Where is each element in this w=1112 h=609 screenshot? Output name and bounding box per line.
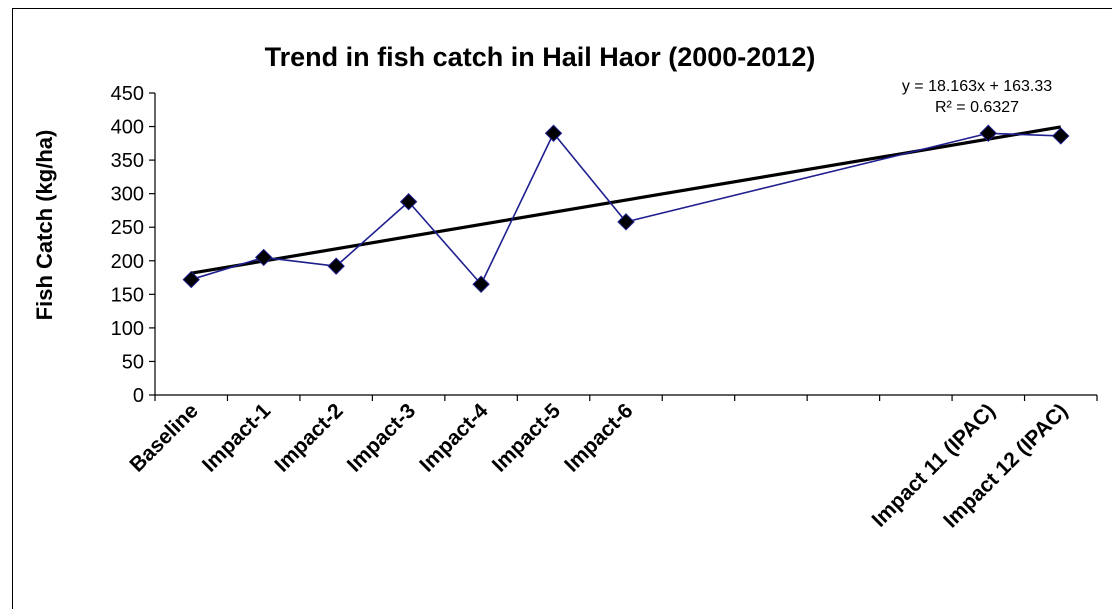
x-tick-label: Impact-4 — [415, 399, 493, 477]
plot-area — [182, 124, 1070, 293]
trendline-equation: y = 18.163x + 163.33 — [902, 78, 1052, 95]
y-tick-label: 200 — [111, 251, 144, 273]
y-tick-label: 0 — [133, 385, 144, 407]
series-line-segment — [263, 256, 337, 267]
x-tick-label: Impact-5 — [488, 399, 566, 477]
data-point-marker — [182, 270, 200, 289]
data-point-marker — [327, 257, 345, 275]
x-tick-label: Impact 12 (IPAC) — [939, 399, 1072, 532]
series-line-segment — [408, 201, 482, 285]
data-point-marker — [979, 124, 998, 142]
y-tick-label: 50 — [122, 351, 144, 373]
y-tick-label: 300 — [111, 184, 144, 206]
series-line-segment — [480, 132, 555, 285]
data-point-marker — [1052, 127, 1070, 145]
data-point-marker — [617, 213, 635, 231]
y-tick-label: 250 — [111, 217, 144, 239]
data-point-marker — [399, 193, 418, 211]
y-axis-label: Fish Catch (kg/ha) — [32, 130, 57, 321]
series-line-segment — [988, 132, 1061, 137]
series-line-segment — [625, 132, 989, 223]
y-tick-label: 400 — [111, 117, 144, 139]
y-tick-label: 150 — [111, 284, 144, 306]
chart-frame — [12, 8, 1112, 609]
data-point-marker — [254, 248, 273, 267]
chart-svg: Trend in fish catch in Hail Haor (2000-2… — [32, 42, 1098, 532]
series-line-segment — [190, 256, 264, 281]
trendline — [190, 125, 1062, 275]
data-point-marker — [544, 124, 563, 142]
chart-title: Trend in fish catch in Hail Haor (2000-2… — [265, 42, 816, 72]
x-tick-label: Impact-2 — [270, 399, 347, 476]
x-tick-label: Impact-3 — [343, 399, 420, 476]
trendline-r2: R² = 0.6327 — [935, 99, 1019, 116]
y-tick-label: 100 — [111, 318, 144, 340]
y-tick-label: 450 — [111, 83, 144, 105]
x-tick-label: Impact 11 (IPAC) — [868, 399, 1000, 531]
x-tick-label: Impact-1 — [198, 399, 276, 477]
x-tick-label: Baseline — [125, 399, 202, 476]
series-line-segment — [552, 132, 627, 223]
data-point-marker — [472, 275, 490, 293]
x-tick-label: Impact-6 — [560, 399, 637, 476]
axes: 050100150200250300350400450BaselineImpac… — [111, 83, 1098, 532]
y-tick-label: 350 — [111, 150, 144, 172]
series-line-segment — [335, 201, 410, 267]
